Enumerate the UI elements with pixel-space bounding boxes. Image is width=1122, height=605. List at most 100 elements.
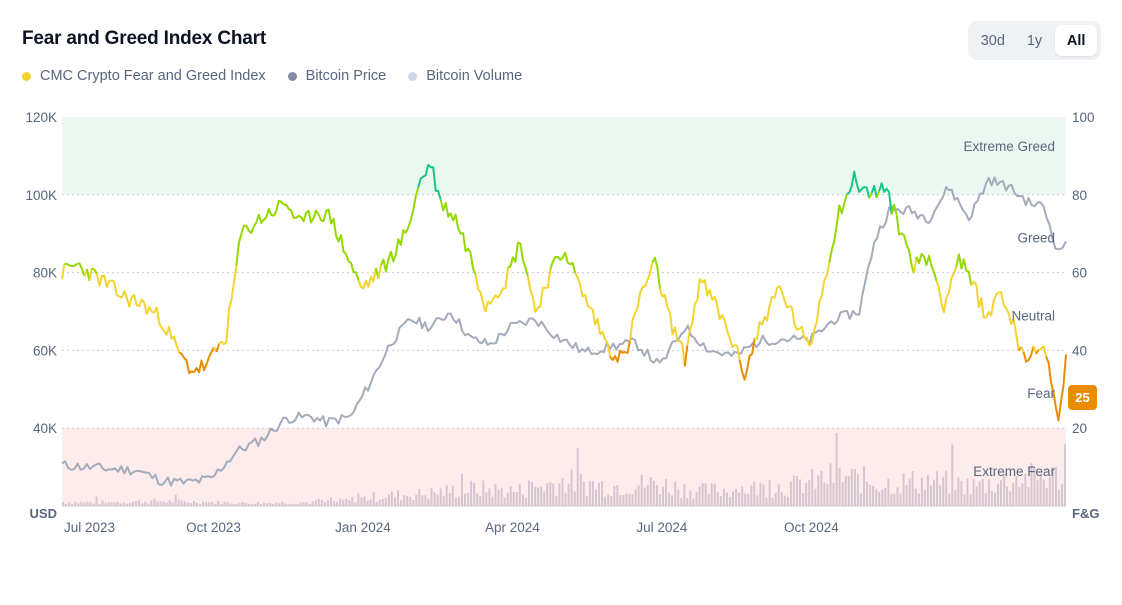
x-tick-4: Jul 2024: [636, 520, 688, 535]
volume-bar: [780, 492, 783, 506]
volume-bar: [969, 494, 972, 506]
volume-bar: [491, 496, 494, 506]
volume-bar: [141, 503, 144, 506]
legend-item-bitcoin-price[interactable]: Bitcoin Price: [287, 68, 386, 84]
volume-bar: [866, 482, 868, 506]
fear-greed-line-segment: [629, 262, 654, 342]
volume-bar: [646, 484, 649, 506]
volume-bar: [116, 502, 119, 506]
volume-bar: [1036, 480, 1039, 506]
volume-bar: [671, 495, 674, 506]
volume-bar: [741, 486, 744, 506]
fear-greed-line-segment: [439, 199, 477, 276]
grid-layer: [62, 194, 1066, 507]
volume-bar: [211, 501, 214, 506]
volume-bar: [71, 504, 74, 506]
volume-bar: [808, 480, 811, 506]
volume-bar: [774, 492, 777, 506]
volume-bar: [850, 469, 853, 506]
volume-bar: [1064, 444, 1066, 506]
volume-bar: [226, 502, 229, 506]
volume-bar: [174, 494, 177, 506]
fear-greed-line-segment: [935, 266, 958, 314]
volume-bar: [981, 479, 984, 506]
volume-bar: [622, 495, 625, 506]
fear-greed-line-segment: [651, 256, 661, 289]
volume-bar: [153, 498, 156, 506]
volume-bar: [113, 502, 116, 506]
volume-bar: [951, 444, 954, 506]
volume-bar: [881, 489, 884, 506]
fear-greed-line-segment: [915, 253, 938, 282]
volume-bar: [528, 480, 530, 506]
legend-dot-fear-greed: [22, 71, 31, 81]
range-30d-button[interactable]: 30d: [980, 32, 1005, 49]
volume-bar: [686, 498, 689, 506]
volume-bar: [83, 502, 86, 506]
volume-bar: [247, 503, 250, 506]
volume-bar: [159, 501, 162, 506]
volume-bar: [628, 494, 631, 506]
volume-bar: [330, 497, 332, 506]
fear-greed-line-segment: [1022, 345, 1035, 363]
volume-bar: [98, 504, 101, 506]
volume-bar: [890, 494, 893, 506]
volume-bar: [832, 483, 835, 506]
volume-bar: [698, 486, 701, 506]
volume-bar: [409, 496, 412, 506]
volume-bar: [387, 494, 390, 506]
fear-greed-line-segment: [379, 187, 420, 273]
y-left-tick-3: 60K: [33, 343, 57, 358]
volume-bar: [540, 486, 543, 506]
volume-bar: [126, 503, 128, 506]
volume-bar: [263, 502, 265, 506]
volume-bar: [884, 487, 887, 506]
zone-band-4: [62, 428, 1066, 506]
y-left-tick-2: 80K: [33, 266, 57, 281]
volume-bar: [269, 502, 272, 506]
volume-bar: [534, 486, 537, 506]
volume-bar: [972, 479, 975, 506]
volume-bar: [256, 501, 259, 506]
range-all-button[interactable]: All: [1055, 25, 1098, 56]
volume-bar: [869, 484, 872, 506]
volume-bar: [363, 496, 366, 506]
volume-bar: [147, 503, 150, 506]
volume-bar: [1027, 487, 1030, 506]
volume-bar: [515, 492, 518, 506]
fear-greed-line-segment: [686, 278, 741, 360]
fear-greed-line-segment: [377, 264, 382, 279]
legend-label-fear-greed: CMC Crypto Fear and Greed Index: [40, 68, 266, 84]
volume-bar: [162, 501, 165, 506]
volume-bar: [238, 502, 241, 506]
volume-bar: [1003, 473, 1006, 506]
volume-bar: [984, 493, 987, 506]
volume-bar: [168, 500, 171, 506]
volume-bar: [531, 481, 533, 506]
range-1y-button[interactable]: 1y: [1026, 32, 1043, 49]
volume-bar: [183, 501, 186, 506]
legend-item-fear-greed[interactable]: CMC Crypto Fear and Greed Index: [22, 68, 266, 84]
volume-bar: [655, 485, 658, 506]
volume-bar: [649, 476, 652, 506]
volume-bar: [613, 486, 616, 506]
volume-bar: [394, 497, 396, 506]
legend-item-bitcoin-volume[interactable]: Bitcoin Volume: [408, 68, 522, 84]
volume-bar: [963, 494, 966, 506]
volume-bar: [244, 503, 247, 506]
volume-bar: [732, 491, 734, 506]
volume-bar: [859, 493, 862, 506]
volume-bar: [549, 482, 552, 506]
volume-bar: [433, 492, 436, 506]
volume-bar: [838, 468, 841, 506]
volume-bar: [987, 479, 990, 506]
volume-bar: [241, 501, 244, 506]
volume-bar: [588, 481, 591, 506]
current-value-text: 25: [1075, 390, 1089, 405]
volume-bars: [62, 433, 1066, 506]
volume-bar: [129, 503, 131, 506]
x-tick-2: Jan 2024: [335, 520, 391, 535]
volume-bar: [905, 484, 908, 506]
volume-bar: [677, 489, 680, 506]
volume-bar: [299, 502, 302, 506]
